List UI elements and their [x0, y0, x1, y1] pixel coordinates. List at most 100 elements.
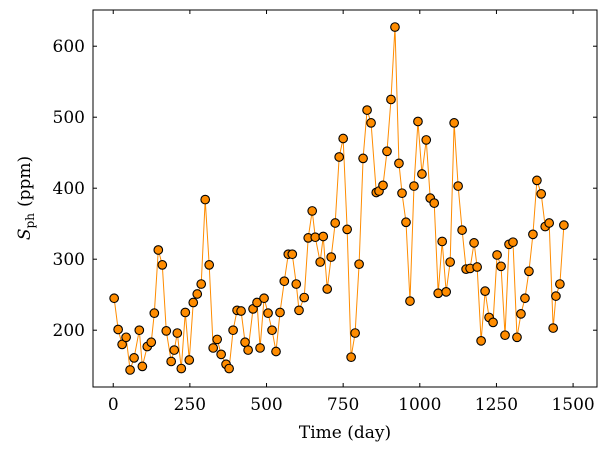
- x-tick-label: 1250: [475, 395, 518, 415]
- data-point: [252, 297, 262, 308]
- data-point: [263, 308, 273, 319]
- data-point: [204, 260, 215, 270]
- data-point: [172, 328, 183, 338]
- y-tick-label: 300: [53, 250, 85, 270]
- data-point: [500, 330, 510, 341]
- y-label-subscript: ph: [23, 213, 37, 229]
- data-point: [520, 293, 530, 304]
- data-point: [294, 305, 304, 316]
- data-point: [275, 307, 285, 318]
- data-point: [259, 293, 269, 304]
- y-label-unit: (ppm): [15, 156, 35, 207]
- data-point: [394, 158, 404, 169]
- y-tick-label: 200: [53, 321, 85, 341]
- data-point: [200, 194, 211, 205]
- y-label-symbol: S: [15, 228, 35, 240]
- data-point: [441, 287, 452, 297]
- data-point: [279, 276, 290, 287]
- data-point: [386, 94, 396, 105]
- data-point: [492, 250, 502, 260]
- data-point: [157, 260, 168, 270]
- data-point: [457, 225, 467, 235]
- data-point: [524, 266, 534, 277]
- data-point: [390, 22, 400, 32]
- data-point: [548, 323, 559, 333]
- data-point: [437, 236, 448, 247]
- data-point: [243, 345, 253, 355]
- data-point: [169, 345, 180, 355]
- data-point: [338, 133, 349, 144]
- data-point: [555, 279, 565, 289]
- data-point: [318, 231, 329, 242]
- data-point: [429, 198, 440, 208]
- data-point: [516, 309, 526, 319]
- data-point: [334, 152, 345, 162]
- data-point: [307, 206, 318, 216]
- data-point: [421, 135, 432, 145]
- x-tick-label: 750: [327, 395, 359, 415]
- data-point: [532, 175, 542, 186]
- data-point: [149, 308, 160, 319]
- data-point: [528, 229, 538, 240]
- data-point: [166, 356, 177, 367]
- data-point: [433, 288, 444, 299]
- x-axis-label: Time (day): [299, 423, 391, 443]
- data-point: [397, 188, 407, 199]
- x-tick-label: 0: [108, 395, 119, 415]
- data-point: [551, 291, 561, 301]
- axes-frame: [92, 9, 598, 388]
- data-point: [366, 118, 376, 128]
- data-point: [315, 257, 326, 267]
- data-point: [310, 232, 321, 243]
- data-point: [417, 169, 427, 179]
- data-point: [358, 153, 368, 164]
- data-point: [212, 334, 223, 345]
- data-point: [508, 237, 518, 248]
- x-tick-label: 500: [250, 395, 282, 415]
- data-point: [536, 189, 547, 199]
- data-point: [192, 289, 203, 299]
- data-line: [113, 27, 565, 371]
- data-point: [326, 252, 337, 262]
- data-point: [287, 249, 298, 260]
- data-point: [161, 326, 172, 336]
- data-point: [449, 118, 459, 128]
- data-point: [117, 339, 127, 350]
- plot-area: [109, 22, 569, 375]
- data-point: [267, 325, 277, 336]
- data-point: [330, 218, 341, 228]
- data-point: [469, 238, 479, 248]
- data-point: [134, 325, 145, 336]
- data-point: [236, 306, 246, 316]
- data-point: [146, 337, 157, 348]
- data-point: [208, 343, 219, 353]
- data-point: [362, 105, 372, 115]
- data-point: [354, 259, 364, 270]
- data-point: [480, 286, 490, 297]
- data-point: [109, 293, 120, 304]
- data-point: [121, 332, 131, 343]
- data-point: [472, 262, 482, 272]
- data-point: [544, 218, 555, 228]
- data-point: [129, 353, 139, 363]
- data-point: [271, 346, 281, 357]
- y-tick-label: 600: [53, 37, 85, 57]
- data-point: [453, 181, 463, 191]
- data-point: [153, 245, 164, 255]
- data-point: [291, 279, 302, 289]
- data-point: [180, 307, 191, 318]
- x-tick-label: 250: [174, 395, 206, 415]
- data-point: [496, 261, 506, 272]
- data-point: [409, 181, 419, 191]
- data-point: [382, 146, 392, 157]
- data-point: [413, 116, 423, 127]
- data-point: [350, 328, 360, 338]
- data-point: [346, 352, 356, 363]
- data-point: [184, 355, 195, 365]
- y-axis-label: Sph (ppm): [15, 156, 37, 240]
- x-tick-label: 1000: [398, 395, 441, 415]
- data-point: [401, 217, 411, 228]
- data-point: [322, 284, 333, 294]
